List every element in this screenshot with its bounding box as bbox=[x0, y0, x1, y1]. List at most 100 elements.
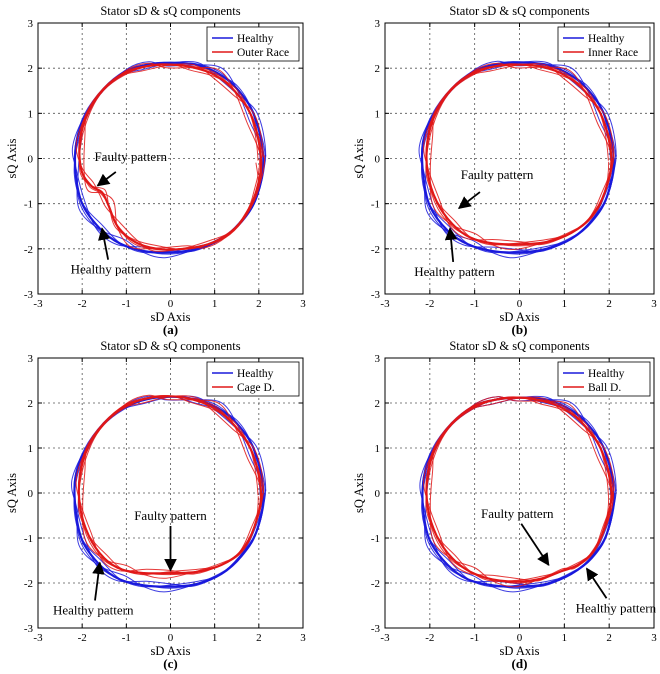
panel-label: (a) bbox=[163, 322, 178, 337]
x-tick-label: -2 bbox=[78, 298, 87, 310]
x-tick-label: -3 bbox=[33, 298, 43, 310]
series-line bbox=[429, 396, 614, 588]
legend-label: Ball D. bbox=[588, 382, 621, 394]
y-tick-label: -2 bbox=[24, 244, 33, 256]
x-tick-label: -2 bbox=[425, 298, 434, 310]
x-tick-label: 0 bbox=[517, 632, 523, 644]
x-tick-label: 2 bbox=[256, 298, 262, 310]
x-tick-label: 0 bbox=[168, 298, 174, 310]
annotation: Faulty pattern bbox=[481, 506, 554, 567]
y-tick-label: -3 bbox=[24, 623, 34, 635]
y-tick-label: -3 bbox=[24, 289, 34, 301]
x-tick-label: 0 bbox=[517, 298, 523, 310]
y-tick-label: 3 bbox=[375, 353, 381, 365]
annotation-arrow bbox=[457, 191, 481, 209]
x-axis-label: sD Axis bbox=[500, 310, 540, 324]
annotation-text: Healthy pattern bbox=[576, 600, 657, 615]
y-tick-label: 0 bbox=[375, 154, 381, 166]
y-tick-label: 0 bbox=[28, 488, 34, 500]
annotation: Healthy pattern bbox=[53, 561, 134, 618]
x-tick-label: 3 bbox=[300, 632, 306, 644]
series-line bbox=[75, 395, 265, 575]
series-line bbox=[425, 396, 610, 582]
y-tick-label: -2 bbox=[371, 244, 380, 256]
axes-frame bbox=[384, 357, 655, 629]
legend-box bbox=[206, 361, 300, 397]
legend-label: Healthy bbox=[588, 368, 625, 380]
annotation-text: Healthy pattern bbox=[53, 603, 134, 618]
x-tick-label: 2 bbox=[606, 298, 612, 310]
axes-frame bbox=[37, 22, 304, 295]
y-tick-label: -1 bbox=[24, 199, 33, 211]
y-tick-label: -1 bbox=[24, 533, 33, 545]
x-tick-label: 0 bbox=[168, 632, 174, 644]
series-faulty bbox=[423, 396, 615, 588]
x-tick-label: 3 bbox=[651, 632, 657, 644]
x-tick-label: 1 bbox=[212, 298, 218, 310]
x-tick-label: -3 bbox=[380, 632, 390, 644]
y-tick-label: 1 bbox=[375, 108, 381, 120]
y-tick-label: 1 bbox=[28, 443, 34, 455]
x-axis-label: sD Axis bbox=[151, 644, 191, 658]
y-tick-label: -3 bbox=[371, 289, 381, 301]
annotation-text: Faulty pattern bbox=[481, 506, 554, 521]
y-tick-label: 2 bbox=[28, 398, 34, 410]
legend: Healthy Cage D. bbox=[206, 361, 300, 397]
legend-label: Healthy bbox=[588, 33, 625, 45]
annotation: Faulty pattern bbox=[94, 149, 168, 187]
x-tick-label: -1 bbox=[470, 298, 479, 310]
x-tick-label: -1 bbox=[470, 632, 479, 644]
y-tick-label: 2 bbox=[375, 63, 381, 75]
chart-title: Stator sD & sQ components bbox=[449, 339, 589, 353]
grid bbox=[38, 358, 303, 628]
legend-label: Healthy bbox=[237, 368, 274, 380]
y-tick-label: -3 bbox=[371, 623, 381, 635]
annotation-arrow bbox=[444, 227, 458, 263]
series-line bbox=[83, 62, 262, 250]
x-axis-label: sD Axis bbox=[500, 644, 540, 658]
y-tick-label: 2 bbox=[375, 398, 381, 410]
chart-panel-1: Stator sD & sQ components -3 -2 -1 0 1 2 3 -3 -2 -… bbox=[5, 4, 306, 337]
y-axis-label: sQ Axis bbox=[5, 473, 19, 513]
x-tick-label: -1 bbox=[122, 632, 131, 644]
legend-label: Cage D. bbox=[237, 382, 275, 394]
y-tick-label: 0 bbox=[375, 488, 381, 500]
chart-panel-3: Stator sD & sQ components -3 -2 -1 0 1 2 3 -3 -2 -… bbox=[5, 339, 306, 671]
legend-label: Healthy bbox=[237, 33, 274, 45]
x-axis-label: sD Axis bbox=[151, 310, 191, 324]
panel-label: (c) bbox=[163, 656, 177, 671]
series-line bbox=[423, 63, 615, 246]
panel-label: (d) bbox=[512, 656, 528, 671]
x-tick-label: 3 bbox=[300, 298, 306, 310]
x-tick-label: 1 bbox=[212, 632, 218, 644]
series-faulty bbox=[423, 62, 615, 251]
y-tick-label: -1 bbox=[371, 533, 380, 545]
annotation: Faulty pattern bbox=[134, 508, 207, 572]
annotation-arrow bbox=[98, 227, 111, 260]
x-tick-label: -1 bbox=[122, 298, 131, 310]
y-tick-label: -2 bbox=[24, 578, 33, 590]
chart-panel-2: Stator sD & sQ components -3 -2 -1 0 1 2 3 -3 -2 -… bbox=[352, 4, 657, 337]
series-line bbox=[77, 395, 262, 576]
x-tick-label: 2 bbox=[606, 632, 612, 644]
x-tick-label: 2 bbox=[256, 632, 262, 644]
series-faulty bbox=[75, 62, 266, 252]
x-tick-label: -3 bbox=[380, 298, 390, 310]
legend: Healthy Outer Race bbox=[206, 26, 300, 62]
y-tick-label: 3 bbox=[375, 18, 381, 30]
y-tick-label: 3 bbox=[28, 18, 34, 30]
y-tick-label: -2 bbox=[371, 578, 380, 590]
y-tick-label: 0 bbox=[28, 154, 34, 166]
legend-label: Outer Race bbox=[237, 47, 289, 59]
legend-box bbox=[206, 26, 300, 62]
series-faulty bbox=[75, 394, 265, 579]
annotation: Faulty pattern bbox=[457, 167, 534, 209]
x-tick-label: 1 bbox=[562, 632, 568, 644]
x-tick-label: -2 bbox=[78, 632, 87, 644]
annotation-text: Faulty pattern bbox=[461, 167, 534, 182]
series-line bbox=[75, 63, 266, 252]
chart-title: Stator sD & sQ components bbox=[449, 4, 589, 18]
x-tick-label: -3 bbox=[33, 632, 43, 644]
chart-title: Stator sD & sQ components bbox=[100, 339, 240, 353]
